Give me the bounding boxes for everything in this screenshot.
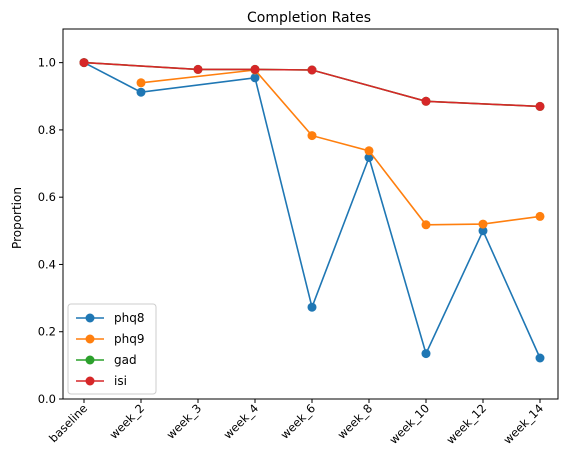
plot-area-frame xyxy=(62,28,559,400)
y-tick-label: 0.0 xyxy=(38,392,56,406)
data-point-phq8 xyxy=(421,349,431,359)
x-tick-label: week_2 xyxy=(107,401,148,442)
data-point-phq8 xyxy=(535,353,545,363)
data-point-isi xyxy=(250,64,260,74)
x-tick-label: week_4 xyxy=(221,401,262,442)
y-tick-label: 0.4 xyxy=(38,257,56,271)
series-line-isi xyxy=(83,61,541,108)
legend-swatch-marker xyxy=(85,313,95,323)
data-point-isi xyxy=(421,96,431,106)
data-point-phq9 xyxy=(136,78,146,88)
legend-item-phq8: phq8 xyxy=(76,311,144,325)
data-point-isi xyxy=(79,58,89,68)
y-tick-label: 0.2 xyxy=(38,325,56,339)
legend-label: gad xyxy=(114,353,137,367)
y-axis-label: Proportion xyxy=(10,187,24,249)
series-line-phq9 xyxy=(140,69,541,226)
y-tick-label: 0.8 xyxy=(38,123,56,137)
chart-title: Completion Rates xyxy=(247,10,371,26)
legend-label: phq9 xyxy=(114,332,144,346)
legend-item-phq9: phq9 xyxy=(76,332,144,346)
data-point-phq9 xyxy=(535,211,545,221)
data-point-phq9 xyxy=(421,220,431,230)
data-point-phq8 xyxy=(307,302,317,312)
data-point-isi xyxy=(193,64,203,74)
series-isi xyxy=(79,58,545,111)
legend-swatch-marker xyxy=(85,334,95,344)
series-lines xyxy=(79,58,545,363)
data-point-phq8 xyxy=(478,226,488,236)
data-point-isi xyxy=(307,65,317,75)
x-tick-label: baseline xyxy=(46,401,90,445)
x-tick-label: week_14 xyxy=(500,401,546,447)
data-point-phq8 xyxy=(250,73,260,83)
y-axis-ticks: 0.0 0.2 0.4 0.6 0.8 1.0 xyxy=(38,56,63,406)
legend-label: phq8 xyxy=(114,311,144,325)
legend-item-isi: isi xyxy=(76,374,127,388)
legend-item-gad: gad xyxy=(76,353,137,367)
legend-label: isi xyxy=(114,374,127,388)
series-phq9 xyxy=(136,65,545,230)
x-tick-label: week_6 xyxy=(278,401,319,442)
data-point-phq8 xyxy=(364,153,374,162)
legend: phq8 phq9 gad isi xyxy=(67,303,157,395)
data-point-phq9 xyxy=(478,219,488,229)
x-tick-label: week_12 xyxy=(443,401,489,447)
x-axis-ticks: baseline week_2 week_3 week_4 week_6 week_8 we… xyxy=(46,399,546,447)
x-tick-label: week_3 xyxy=(164,401,205,442)
data-point-phq9 xyxy=(364,146,374,156)
legend-box xyxy=(67,303,157,395)
legend-swatch-marker xyxy=(85,355,95,365)
data-point-phq9 xyxy=(307,131,317,141)
data-point-isi xyxy=(535,101,545,111)
x-tick-label: week_10 xyxy=(386,401,432,447)
y-tick-label: 1.0 xyxy=(38,56,56,70)
data-point-phq8 xyxy=(136,87,146,97)
x-tick-label: week_8 xyxy=(335,401,376,442)
legend-swatch-marker xyxy=(85,376,95,386)
series-line-phq8 xyxy=(83,61,541,359)
y-tick-label: 0.6 xyxy=(38,190,56,204)
